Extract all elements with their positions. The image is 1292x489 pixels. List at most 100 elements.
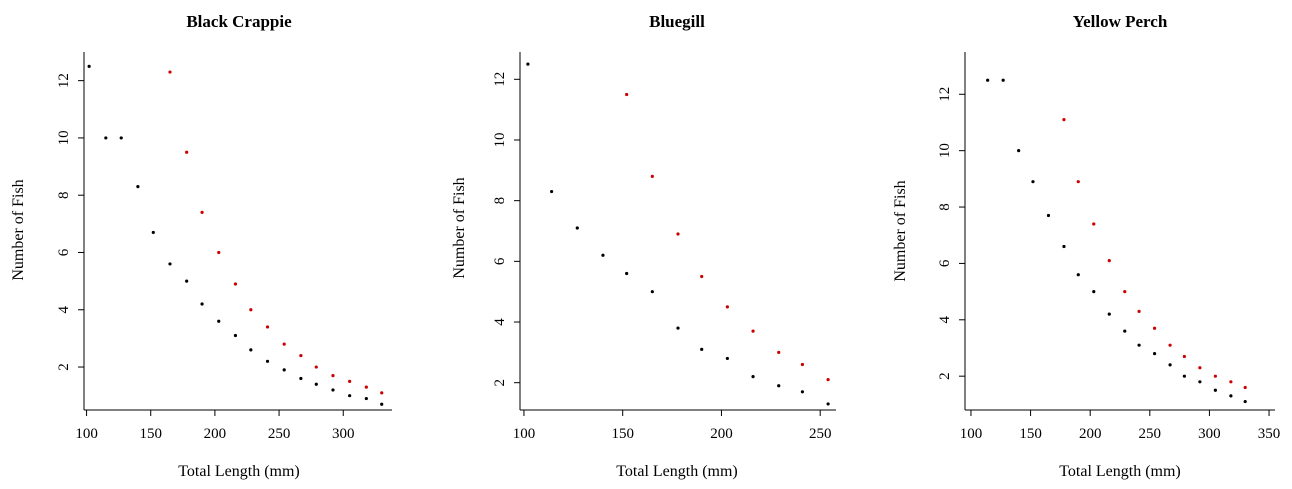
y-tick-label: 12: [492, 72, 508, 87]
data-point-red: [168, 70, 172, 74]
data-point-red: [1062, 118, 1066, 122]
y-tick-label: 4: [56, 306, 72, 314]
data-point-black: [800, 390, 805, 394]
y-tick-label: 6: [937, 259, 953, 267]
data-point-red: [249, 308, 253, 312]
data-point-red: [1213, 374, 1217, 378]
x-tick-label: 200: [1079, 426, 1102, 442]
data-point-black: [249, 348, 253, 352]
data-point-red: [299, 353, 303, 358]
data-point-black: [1213, 388, 1217, 392]
data-point-black: [265, 359, 270, 363]
data-point-red: [777, 350, 781, 354]
data-point-red: [265, 325, 270, 329]
x-tick-label: 250: [809, 426, 832, 442]
data-point-red: [1182, 354, 1186, 359]
data-point-black: [87, 64, 91, 68]
data-point-black: [299, 376, 303, 381]
data-point-red: [200, 210, 204, 214]
x-axis-label: Total Length (mm): [616, 463, 738, 480]
y-tick-label: 12: [56, 73, 72, 88]
data-point-red: [1243, 385, 1247, 390]
data-point-black: [550, 189, 554, 194]
data-point-red: [348, 379, 352, 383]
data-point-black: [700, 347, 704, 351]
y-tick-label: 2: [492, 379, 508, 387]
data-point-black: [364, 396, 368, 401]
data-point-black: [1107, 312, 1111, 316]
y-tick-label: 2: [56, 363, 72, 371]
panel-title: Black Crappie: [186, 12, 292, 31]
data-point-black: [826, 402, 830, 406]
panel-bluegill: Bluegill Number of Fish Total Length (mm…: [451, 12, 836, 480]
data-point-black: [986, 78, 990, 82]
x-tick-label: 100: [75, 426, 98, 442]
x-axis-label: Total Length (mm): [1059, 463, 1181, 480]
data-point-black: [1123, 329, 1127, 333]
plot-area: 2 4 6 8 10 12 100 150 200 250 300: [56, 52, 392, 442]
x-tick-label: 200: [204, 426, 227, 442]
data-point-red: [1229, 380, 1233, 384]
data-point-red: [1076, 180, 1080, 184]
data-point-red: [233, 282, 238, 286]
data-point-black: [233, 333, 238, 338]
data-point-black: [650, 290, 654, 294]
panel-black-crappie: Black Crappie Number of Fish Total Lengt…: [10, 12, 392, 480]
data-point-red: [1137, 309, 1141, 313]
data-point-red: [650, 174, 654, 178]
data-point-black: [136, 185, 140, 189]
data-point-black: [1031, 180, 1035, 184]
data-point-red: [1152, 326, 1157, 330]
data-point-red: [364, 385, 368, 389]
data-point-black: [185, 279, 189, 283]
data-point-black: [348, 394, 352, 398]
x-tick-label: 200: [710, 426, 733, 442]
x-axis-label: Total Length (mm): [178, 463, 300, 480]
data-point-black: [1243, 399, 1247, 404]
data-point-black: [1062, 244, 1066, 249]
x-tick-label: 250: [1139, 426, 1162, 442]
data-point-red: [725, 305, 729, 309]
y-tick-label: 4: [492, 318, 508, 326]
data-point-red: [676, 232, 680, 236]
data-point-black: [1182, 374, 1186, 378]
data-point-black: [314, 382, 318, 386]
x-tick-label: 150: [1019, 426, 1042, 442]
data-point-black: [380, 402, 384, 406]
data-point-black: [526, 62, 530, 66]
y-tick-label: 8: [56, 191, 72, 199]
data-point-black: [725, 356, 729, 361]
y-tick-label: 6: [492, 257, 508, 265]
data-point-red: [1123, 290, 1127, 294]
data-point-red: [700, 274, 704, 279]
data-point-black: [1092, 290, 1096, 294]
data-point-black: [601, 253, 605, 257]
y-tick-label: 6: [56, 248, 72, 256]
y-tick-label: 4: [937, 316, 953, 324]
data-point-black: [1046, 213, 1051, 218]
data-point-red: [826, 378, 830, 382]
plot-area: 2 4 6 8 10 12 100 150 200 250: [492, 52, 836, 442]
data-point-black: [625, 271, 629, 276]
x-tick-label: 250: [268, 426, 291, 442]
data-point-red: [380, 391, 384, 395]
data-point-black: [217, 319, 221, 323]
data-point-red: [1107, 258, 1111, 263]
plot-area: 2 4 6 8 10 12 100 150 200 250 300 350: [937, 52, 1280, 442]
data-point-black: [331, 388, 335, 392]
data-point-black: [1001, 78, 1005, 82]
y-axis-label: Number of Fish: [892, 180, 909, 281]
x-tick-label: 150: [611, 426, 634, 442]
data-point-black: [751, 375, 755, 379]
data-point-red: [1168, 343, 1172, 347]
x-tick-label: 150: [139, 426, 162, 442]
data-point-black: [151, 230, 155, 235]
x-tick-label: 300: [1198, 426, 1221, 442]
x-tick-label: 100: [960, 426, 983, 442]
data-point-black: [1168, 363, 1172, 367]
data-point-black: [1229, 394, 1233, 398]
data-point-black: [676, 326, 680, 330]
data-point-black: [168, 262, 172, 266]
x-tick-label: 350: [1258, 426, 1281, 442]
data-point-red: [1198, 366, 1202, 370]
